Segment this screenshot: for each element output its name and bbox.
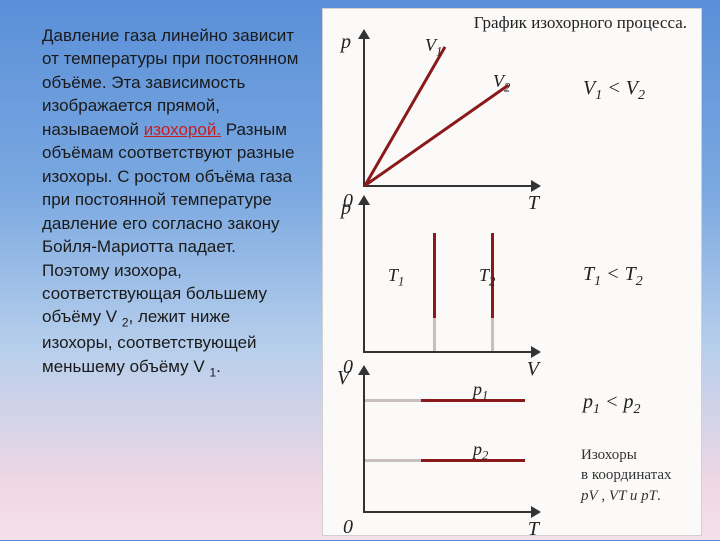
para-mid: Разным объёмам соответствуют разные изох… bbox=[42, 120, 295, 327]
isobar-p1 bbox=[365, 399, 525, 402]
isochore-v2 bbox=[364, 84, 509, 187]
axes-vt: V T 0 p1 p2 bbox=[343, 373, 533, 513]
ylabel: p bbox=[341, 31, 351, 54]
axes-pv: p V 0 T1 T2 bbox=[343, 203, 533, 353]
inequality-v: V1 < V2 bbox=[583, 77, 645, 104]
y-axis bbox=[363, 203, 365, 353]
term-isochore: изохорой. bbox=[144, 120, 221, 139]
label-p1: p1 bbox=[473, 379, 488, 404]
isobar-p2 bbox=[365, 459, 525, 462]
ylabel: V bbox=[337, 367, 349, 390]
arrow-up-icon bbox=[358, 195, 370, 205]
arrow-right-icon bbox=[531, 506, 541, 518]
arrow-right-icon bbox=[531, 346, 541, 358]
label-t2: T2 bbox=[479, 265, 495, 290]
para-end: . bbox=[216, 357, 221, 376]
body-text: Давление газа линейно зависит от темпера… bbox=[42, 24, 302, 381]
label-v2: V2 bbox=[493, 71, 510, 96]
label-v1: V1 bbox=[425, 35, 442, 60]
panel-vt: V T 0 p1 p2 p1 < p2 Изохоры в координата… bbox=[323, 373, 701, 533]
origin-label: 0 bbox=[343, 516, 353, 539]
label-p2: p2 bbox=[473, 439, 488, 464]
y-axis bbox=[363, 373, 365, 513]
label-t1: T1 bbox=[388, 265, 404, 290]
figure-title: График изохорного процесса. bbox=[474, 13, 687, 33]
sub-2: 2 bbox=[122, 316, 129, 330]
x-axis bbox=[363, 511, 533, 513]
panel-pt: p T 0 V1 V2 V1 < V2 bbox=[323, 37, 701, 195]
arrow-up-icon bbox=[358, 29, 370, 39]
arrow-up-icon bbox=[358, 365, 370, 375]
inequality-p: p1 < p2 bbox=[583, 391, 641, 418]
inequality-t: T1 < T2 bbox=[583, 263, 643, 290]
x-axis bbox=[363, 351, 533, 353]
arrow-right-icon bbox=[531, 180, 541, 192]
xlabel: T bbox=[528, 518, 539, 541]
y-axis bbox=[363, 37, 365, 187]
x-axis bbox=[363, 185, 533, 187]
isotherm-t1 bbox=[433, 233, 436, 351]
ylabel: p bbox=[341, 197, 351, 220]
figure-panel: График изохорного процесса. p T 0 V1 V2 … bbox=[322, 8, 702, 536]
isochore-v1 bbox=[364, 46, 447, 186]
panel-pv: p V 0 T1 T2 T1 < T2 bbox=[323, 203, 701, 363]
caption-coords: Изохоры в координатах pV , VT и pT. bbox=[581, 445, 701, 506]
isotherm-t2 bbox=[491, 233, 494, 351]
axes-pt: p T 0 V1 V2 bbox=[343, 37, 533, 187]
